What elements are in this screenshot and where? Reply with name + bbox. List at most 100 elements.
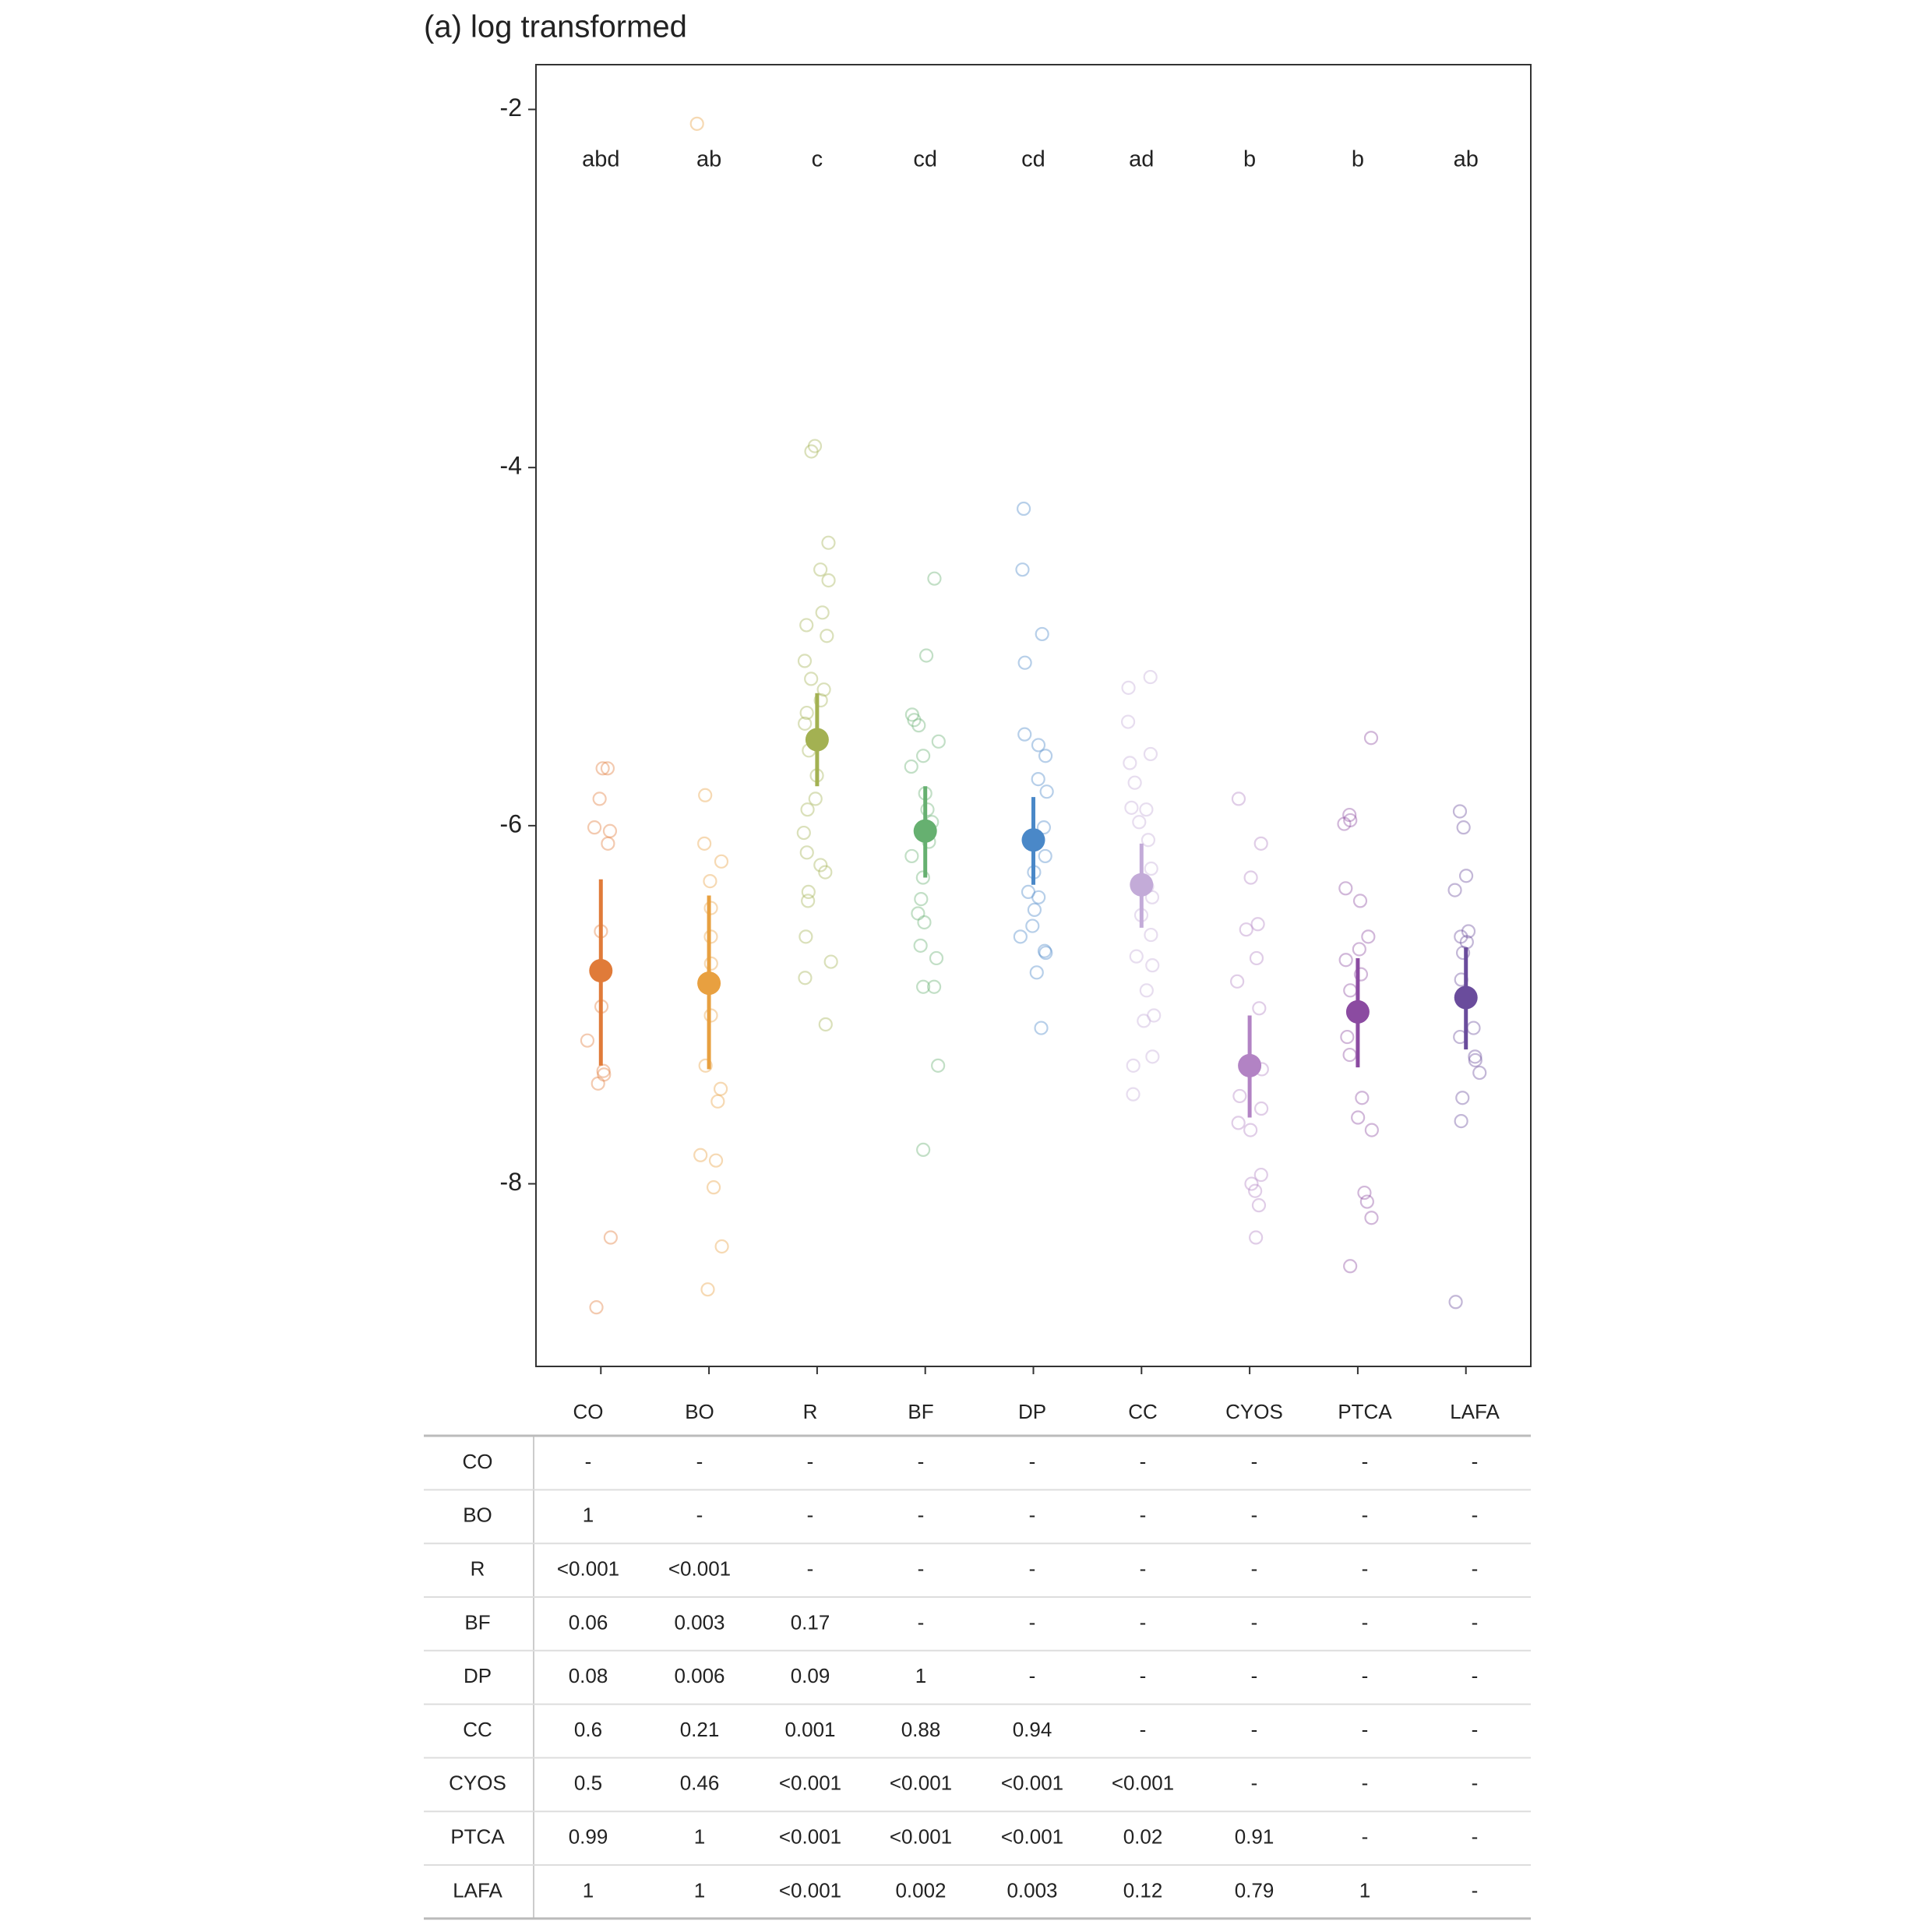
raw-point <box>1364 1123 1379 1137</box>
raw-point <box>1120 714 1136 729</box>
raw-point <box>1454 1114 1468 1129</box>
table-cell: 0.91 <box>1235 1824 1274 1848</box>
raw-point <box>804 672 819 686</box>
raw-point <box>1038 848 1052 864</box>
table-cell: <0.001 <box>1112 1772 1174 1795</box>
raw-point <box>603 1230 618 1245</box>
table-cell: <0.001 <box>1001 1824 1063 1848</box>
raw-point <box>1231 791 1246 806</box>
y-tick-label: -2 <box>500 93 522 122</box>
mean-point <box>1021 828 1045 852</box>
raw-point <box>1466 1021 1481 1035</box>
table-cell: 0.006 <box>674 1664 724 1687</box>
raw-point <box>799 705 814 721</box>
raw-point <box>1121 680 1136 695</box>
table-cell: 1 <box>694 1878 705 1902</box>
raw-point <box>1031 738 1046 753</box>
raw-point <box>1141 833 1156 848</box>
raw-point <box>1361 929 1376 944</box>
table-cell: 0.21 <box>680 1718 720 1741</box>
raw-point <box>1251 1198 1267 1213</box>
table-cell: - <box>1472 1610 1479 1634</box>
table-cell: - <box>1251 1557 1258 1580</box>
raw-point <box>587 820 602 835</box>
table-header: CO <box>573 1400 604 1423</box>
raw-point <box>1454 929 1468 944</box>
raw-point <box>815 605 830 620</box>
table-cell: - <box>918 1504 925 1527</box>
plot-frame <box>535 64 1532 1367</box>
group-letter: ab <box>696 147 721 172</box>
raw-point <box>804 444 819 459</box>
raw-point <box>1357 1185 1372 1200</box>
table-cell: 1 <box>583 1504 594 1527</box>
table-cell: - <box>918 1450 925 1473</box>
raw-point <box>1031 890 1046 904</box>
group-letter: ad <box>1129 147 1154 172</box>
raw-point <box>1143 669 1158 685</box>
table-cell: 0.02 <box>1123 1824 1163 1848</box>
raw-point <box>1458 869 1474 883</box>
raw-point <box>915 749 931 763</box>
raw-point <box>1353 967 1369 982</box>
table-header: BO <box>685 1400 714 1423</box>
raw-point <box>821 535 836 550</box>
table-cell: <0.001 <box>668 1557 731 1580</box>
table-cell: - <box>1140 1664 1147 1687</box>
raw-point <box>1232 1088 1247 1104</box>
raw-point <box>931 734 946 749</box>
raw-point <box>1352 894 1368 908</box>
raw-point <box>1468 1052 1482 1068</box>
raw-point <box>1139 802 1154 817</box>
raw-point <box>591 1076 605 1091</box>
raw-point <box>1126 1087 1141 1102</box>
table-cell: - <box>1472 1824 1479 1848</box>
raw-point <box>1343 983 1358 998</box>
raw-point <box>915 870 930 885</box>
raw-point <box>916 979 931 994</box>
raw-point <box>1144 927 1158 943</box>
table-cell: 1 <box>1359 1878 1370 1902</box>
table-cell: 0.06 <box>569 1610 608 1634</box>
raw-point <box>714 854 729 869</box>
table-header: DP <box>1018 1400 1046 1423</box>
mean-point <box>589 959 613 983</box>
table-cell: - <box>918 1557 925 1580</box>
y-tick-label: -8 <box>500 1168 522 1196</box>
raw-point <box>818 1017 833 1032</box>
raw-point <box>700 1282 715 1297</box>
table-cell: - <box>1251 1504 1258 1527</box>
raw-point <box>1351 1110 1366 1125</box>
raw-point <box>698 1058 713 1073</box>
raw-point <box>1343 813 1358 828</box>
table-cell: - <box>696 1450 703 1473</box>
raw-point <box>820 629 834 643</box>
table-cell: - <box>1140 1718 1147 1741</box>
raw-point <box>801 884 816 900</box>
raw-point <box>798 971 813 985</box>
table-cell: - <box>1472 1718 1479 1741</box>
table-cell: 0.17 <box>791 1610 830 1634</box>
table-cell: - <box>918 1610 925 1634</box>
table-cell: 0.003 <box>674 1610 724 1634</box>
raw-point <box>1145 1049 1160 1064</box>
group-letter: b <box>1243 147 1256 172</box>
table-cell: <0.001 <box>779 1824 841 1848</box>
mean-point <box>913 819 937 843</box>
raw-point <box>1250 917 1265 932</box>
raw-point <box>823 954 838 969</box>
raw-point <box>904 707 919 722</box>
raw-point <box>1337 816 1352 831</box>
table-cell: 1 <box>915 1664 926 1687</box>
table-header: LAFA <box>1450 1400 1500 1423</box>
row-label: DP <box>464 1664 492 1687</box>
table-cell: - <box>1140 1610 1147 1634</box>
raw-point <box>1342 1047 1357 1063</box>
table-cell: - <box>1362 1718 1369 1741</box>
raw-point <box>1343 1259 1358 1274</box>
raw-point <box>1034 1021 1049 1035</box>
table-cell: - <box>1029 1504 1036 1527</box>
row-label: LAFA <box>453 1878 502 1902</box>
